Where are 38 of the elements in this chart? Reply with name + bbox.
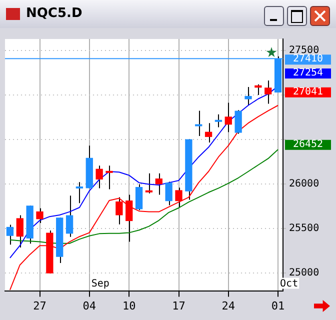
- candlestick: [126, 194, 133, 242]
- candlestick: [204, 122, 212, 143]
- text: 26452: [292, 138, 324, 150]
- y-tick-label: 26000: [289, 178, 320, 190]
- chart-title: NQC5.D: [26, 6, 82, 21]
- candlestick: [165, 181, 172, 206]
- candlestick: [96, 165, 103, 189]
- candlestick: [116, 196, 123, 225]
- candlestick: [135, 184, 143, 211]
- ref-line-label: 27410: [292, 54, 324, 65]
- candlestick: [145, 172, 153, 194]
- candlestick: [155, 172, 162, 196]
- candlestick: [175, 187, 182, 208]
- candlestick: [264, 80, 272, 104]
- x-tick-label: 27: [33, 299, 46, 312]
- candlestick: [195, 110, 202, 136]
- x-tick-label: 04: [82, 299, 96, 312]
- x-tick-label: 01: [271, 299, 285, 312]
- candlestick: [6, 224, 14, 246]
- x-tick-label: 24: [222, 299, 236, 312]
- text: 27041: [292, 86, 324, 98]
- text: 27254: [292, 68, 324, 79]
- candlestick: [76, 182, 84, 204]
- candlestick: [106, 165, 113, 190]
- candlestick: [66, 195, 74, 238]
- x-tick-label: 17: [172, 299, 186, 312]
- annotation: Oct: [280, 278, 298, 290]
- candlestick: [254, 84, 262, 96]
- candlestick: [224, 102, 232, 133]
- candlestick: [36, 208, 44, 224]
- candlestick: [16, 214, 24, 248]
- candlestick: [244, 86, 252, 106]
- y-tick-label: 25000: [289, 268, 320, 279]
- candlestick: [214, 114, 222, 128]
- x-tick-label: 10: [122, 299, 136, 312]
- candlestick: [234, 110, 242, 134]
- y-tick-label: 25500: [289, 223, 320, 234]
- annotation: Sep: [91, 278, 110, 290]
